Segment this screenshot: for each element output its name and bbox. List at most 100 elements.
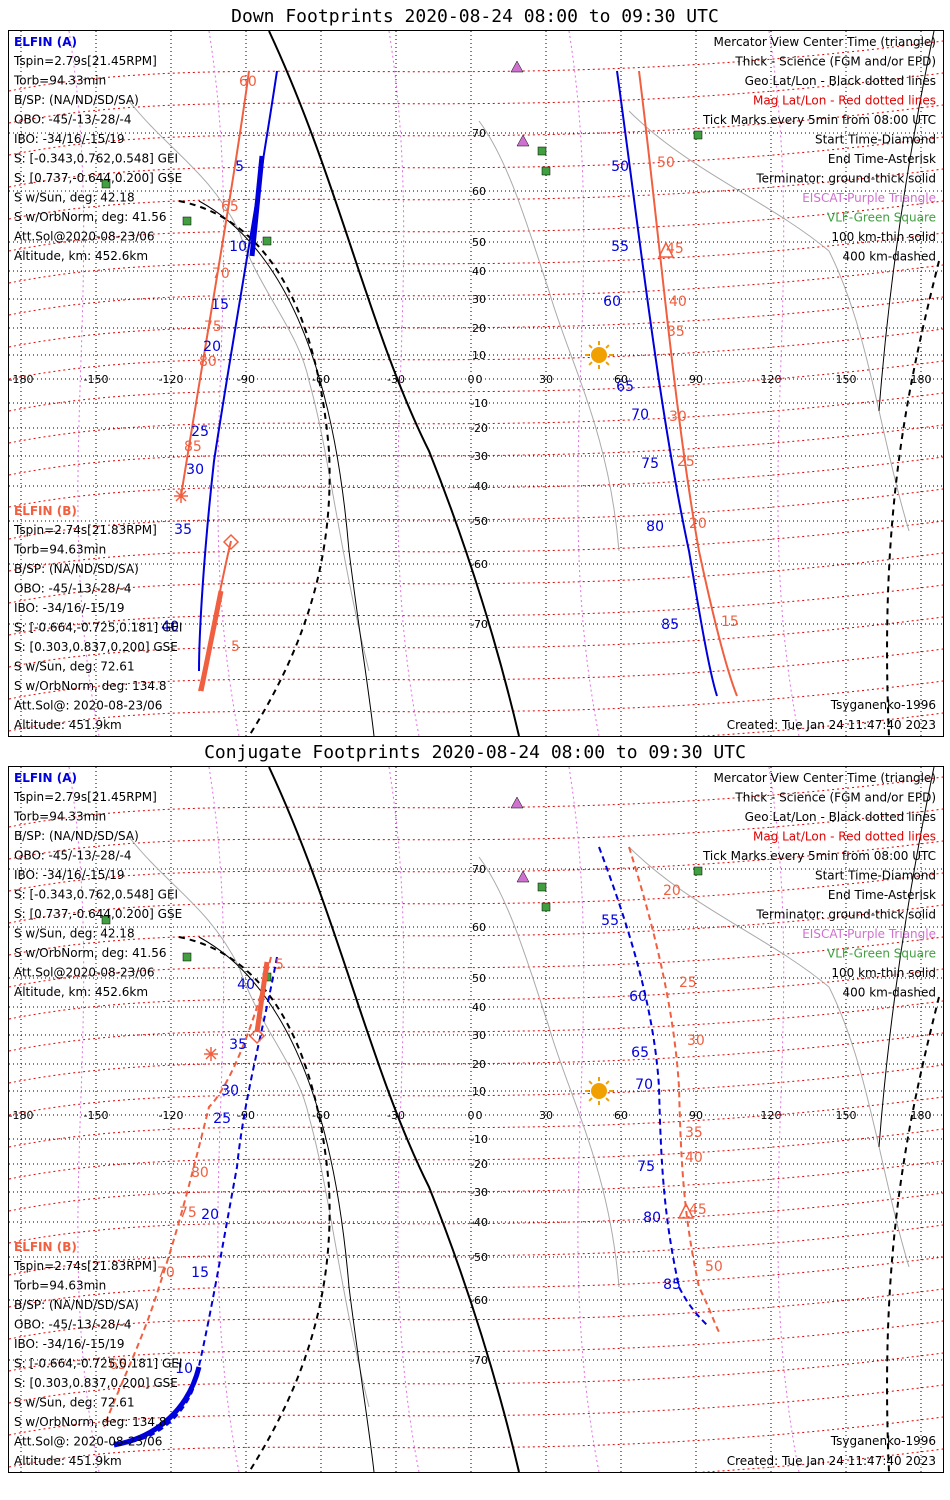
mag-parallel-line [9,904,943,956]
elfin-a-info-line: S: [-0.343,0.762,0.548] GEI [14,152,178,166]
vlf-square-icon [182,952,192,962]
elfin-b-info-line: Torb=94.63min [13,1279,106,1293]
lon-tick-label: -150 [84,1109,109,1122]
elfin-b-tick-label: 5 [231,639,240,655]
mag-parallel-line [9,40,943,92]
vlf-square-icon [182,216,192,226]
legend-entry: 400 km-dashed [842,986,936,1000]
vlf-square-icon [541,166,551,176]
elfin-a-tick-label: 20 [201,1207,219,1223]
elfin-a-info-line: Altitude, km: 452.6km [14,985,148,999]
legend-entry: End Time-Asterisk [828,888,936,902]
terminator-east-400km [886,260,940,736]
elfin-a-tick-label: 35 [229,1037,247,1053]
lat-tick-label: -20 [470,422,488,435]
legend-entry: Start Time-Diamond [815,869,936,883]
elfin-b-tick-label: 30 [687,1033,705,1049]
start-time-diamond-icon [222,533,240,551]
elfin-b-info-line: S w/OrbNorm, deg: 134.8 [14,679,166,693]
elfin-b-tick-label: 5 [275,957,284,973]
mag-parallel-line [9,968,943,1020]
lat-tick-label: -70 [470,618,488,631]
elfin-a-tick-label: 35 [174,522,192,538]
elfin-b-tick-label: 50 [657,155,675,171]
lat-tick-label: 30 [472,293,486,306]
elfin-a-tick-label: 75 [641,456,659,472]
lon-tick-label: -120 [159,373,184,386]
legend-entry: Tick Marks every 5min from 08:00 UTC [702,849,936,863]
lat-tick-label: 60 [472,921,486,934]
mag-parallel-line [9,104,943,156]
elfin-a-tick-label: 70 [631,407,649,423]
elfin-b-tick-label: 20 [689,516,707,532]
elfin-b-tick-label: 75 [204,319,222,335]
elfin-a-tick-label: 50 [611,159,629,175]
lat-tick-label: -30 [470,1186,488,1199]
legend-entry: EISCAT-Purple Triangle [802,191,936,205]
elfin-a-tick-label: 40 [237,977,255,993]
elfin-b-name: ELFIN (B) [14,1240,77,1254]
lat-tick-label: 60 [472,185,486,198]
map-panel-conjugate[interactable]: -180 -150 -120 -90 -60 -30 0 30 60 90 120 150 180 70 6… [8,766,944,1473]
lat-tick-label: -40 [470,1216,488,1229]
mag-parallel-line [9,1160,943,1212]
elfin-b-tick-label: 35 [667,324,685,340]
elfin-b-tick-label: 25 [677,454,695,470]
legend-entry: End Time-Asterisk [828,152,936,166]
legend-entry: VLF-Green Square [827,947,936,961]
elfin-b-info-line: S w/Sun, deg: 72.61 [14,660,135,674]
elfin-a-info-line: S w/Sun, deg: 42.18 [14,927,135,941]
sun-ray [605,344,610,349]
elfin-a-info-line: Tspin=2.79s[21.45RPM] [13,790,157,804]
lat-tick-label: 10 [472,349,486,362]
elfin-a-tick-label: 55 [611,239,629,255]
elfin-a-tick-label: 75 [637,1159,655,1175]
elfin-a-info-line: Att.Sol@2020-08-23/06 [14,966,155,980]
elfin-b-tick-label: 35 [685,1125,703,1141]
sun-ray [605,1080,610,1085]
elfin-a-tick-label: 70 [635,1077,653,1093]
lat-tick-label: -40 [470,480,488,493]
lon-tick-label: 90 [689,1109,703,1122]
vlf-square-icon [693,866,703,876]
mag-parallel-line [9,936,943,988]
legend-entry: Mercator View Center Time (triangle) [714,771,936,785]
mag-meridian-line [568,767,600,1472]
created-timestamp: Created: Tue Jan 24 11:47:40 2023 [727,1454,936,1468]
elfin-a-tick-label: 20 [203,339,221,355]
elfin-a-tick-label: 10 [175,1361,193,1377]
mag-meridian-line [208,31,240,736]
elfin-a-tick-label: 40 [161,619,179,635]
elfin-b-tick-label: 60 [239,74,257,90]
legend-entry: Start Time-Diamond [815,133,936,147]
mag-parallel-line [9,1288,943,1340]
mag-meridian-line [568,31,600,736]
legend-entry: Tick Marks every 5min from 08:00 UTC [702,113,936,127]
elfin-b-info-line: Tspin=2.74s[21.83RPM] [13,1259,157,1273]
vlf-square-icon [541,902,551,912]
terminator-curve [268,767,520,1472]
elfin-a-science-segment [113,1366,202,1448]
sun-ray [588,344,593,349]
elfin-a-info-line: S w/OrbNorm, deg: 41.56 [14,946,166,960]
center-time-triangle-icon [657,241,675,258]
elfin-a-info-line: IBO: -34/16/-15/19 [14,868,125,882]
mag-parallel-line [9,488,943,540]
mag-parallel-line [9,360,943,412]
sun-icon [591,347,607,363]
mag-parallel-line [9,1128,943,1180]
elfin-b-info-line: Torb=94.63min [13,543,106,557]
map-panel-down[interactable]: -180 -150 -120 -90 -60 -30 0 30 60 90 120 150 180 70 6… [8,30,944,737]
elfin-b-info-line: Altitude: 451.9km [14,718,122,732]
legend-entry: 100 km-thin solid [831,230,936,244]
vlf-square-icon [101,179,111,189]
mag-parallel-line [9,1000,943,1052]
terminator-400km-curve [178,200,331,736]
lon-tick-label: 90 [689,373,703,386]
legend-entry: Terminator: ground-thick solid [755,908,936,922]
lat-tick-label: -20 [470,1158,488,1171]
elfin-a-tick-label: 10 [229,239,247,255]
elfin-b-info-line: Altitude: 451.9km [14,1454,122,1468]
legend-entry: Thick - Science (FGM and/or EPD) [734,55,936,69]
legend-entry: 400 km-dashed [842,250,936,264]
